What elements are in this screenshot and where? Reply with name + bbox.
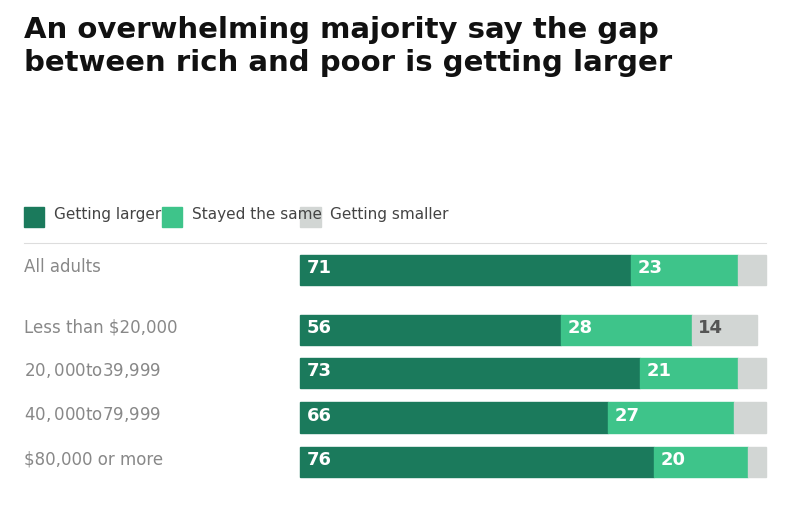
Text: Stayed the same: Stayed the same bbox=[192, 207, 322, 222]
Text: Less than $20,000: Less than $20,000 bbox=[24, 318, 177, 336]
Text: 14: 14 bbox=[698, 319, 723, 337]
Text: 21: 21 bbox=[647, 362, 672, 380]
Text: 56: 56 bbox=[307, 319, 332, 337]
Text: 20: 20 bbox=[660, 451, 686, 469]
Text: All adults: All adults bbox=[24, 258, 100, 276]
Text: 66: 66 bbox=[307, 407, 332, 424]
Text: Getting larger: Getting larger bbox=[54, 207, 161, 222]
Text: An overwhelming majority say the gap
between rich and poor is getting larger: An overwhelming majority say the gap bet… bbox=[24, 16, 672, 77]
Text: 76: 76 bbox=[307, 451, 332, 469]
Text: Getting smaller: Getting smaller bbox=[330, 207, 449, 222]
Text: 28: 28 bbox=[567, 319, 592, 337]
Text: 23: 23 bbox=[638, 259, 663, 277]
Text: 73: 73 bbox=[307, 362, 332, 380]
Text: $20,000 to $39,999: $20,000 to $39,999 bbox=[24, 361, 161, 380]
Text: 27: 27 bbox=[614, 407, 639, 424]
Text: $80,000 or more: $80,000 or more bbox=[24, 450, 163, 468]
Text: 71: 71 bbox=[307, 259, 332, 277]
Text: $40,000 to $79,999: $40,000 to $79,999 bbox=[24, 406, 161, 424]
